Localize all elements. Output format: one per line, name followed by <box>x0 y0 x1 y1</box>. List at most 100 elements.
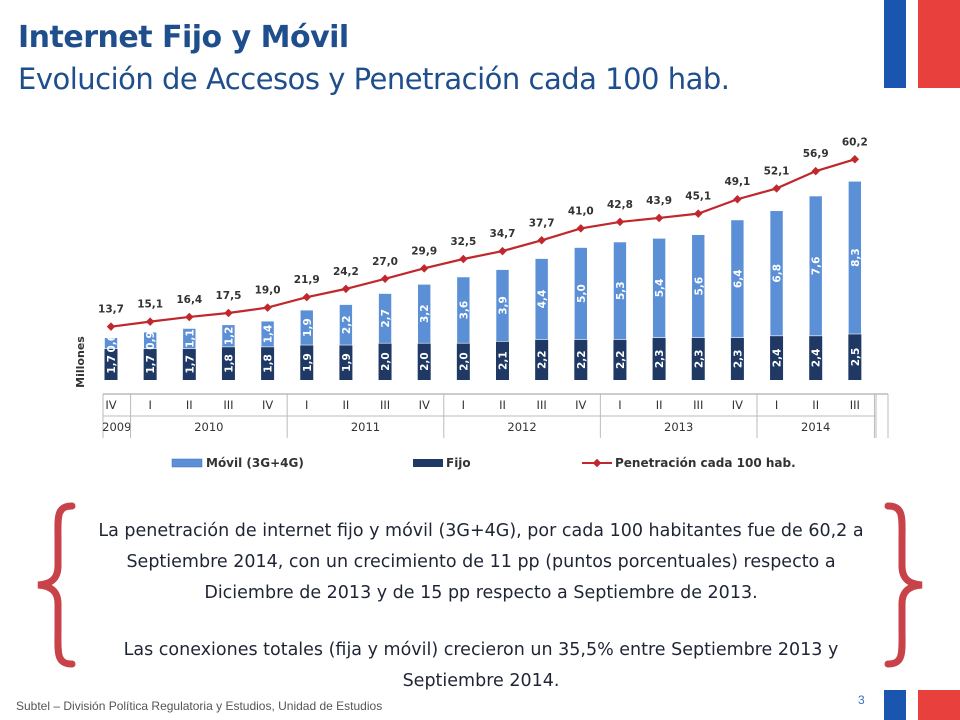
flag-red-stripe <box>918 0 960 88</box>
data-label-movil: 5,0 <box>576 284 588 303</box>
data-label-movil: 5,6 <box>693 277 705 296</box>
bar-movil <box>848 180 862 335</box>
data-label-movil: 3,9 <box>498 296 510 315</box>
bar-fijo <box>417 343 431 380</box>
data-label-fijo: 2,3 <box>732 350 744 369</box>
y-axis-label: Millones <box>74 336 87 388</box>
marker-penetracion <box>537 236 546 245</box>
data-label-fijo: 2,2 <box>576 350 588 369</box>
legend-swatch-movil <box>171 458 203 468</box>
marker-penetracion <box>654 213 664 223</box>
data-label-fijo: 2,1 <box>498 351 510 370</box>
bar-movil <box>573 247 588 340</box>
legend-marker-penetracion <box>592 458 602 468</box>
data-label-movil: 5,4 <box>654 279 666 298</box>
x-tick-label: I <box>148 398 151 412</box>
page-number: 3 <box>858 693 865 707</box>
x-tick-label: IV <box>262 398 273 412</box>
flag-white-stripe <box>906 0 918 88</box>
marker-penetracion <box>811 166 820 176</box>
data-label-penetracion: 60,2 <box>842 136 868 148</box>
x-tick-label: II <box>656 398 663 412</box>
bar-movil <box>299 309 314 346</box>
marker-penetracion <box>733 194 742 204</box>
marker-penetracion <box>185 312 194 322</box>
data-label-penetracion: 27,0 <box>372 256 398 268</box>
x-tick-label: II <box>343 398 350 412</box>
marker-penetracion <box>772 184 781 193</box>
marker-penetracion <box>263 303 272 312</box>
data-label-penetracion: 19,0 <box>255 285 281 297</box>
data-label-penetracion: 29,9 <box>411 245 437 257</box>
x-tick-label: II <box>499 398 506 412</box>
data-label-penetracion: 13,7 <box>98 304 124 316</box>
year-label: 2010 <box>194 420 223 434</box>
data-label-penetracion: 43,9 <box>646 195 672 207</box>
bar-fijo <box>104 348 118 380</box>
data-label-penetracion: 34,7 <box>490 228 516 240</box>
data-label-penetracion: 24,2 <box>333 266 359 278</box>
data-label-penetracion: 56,9 <box>803 148 829 160</box>
data-label-fijo: 2,4 <box>772 349 784 368</box>
data-label-penetracion: 49,1 <box>724 176 750 188</box>
data-label-movil: 4,4 <box>537 290 549 309</box>
data-label-fijo: 1,7 <box>184 355 196 374</box>
legend-label-movil: Móvil (3G+4G) <box>206 456 304 470</box>
data-label-fijo: 2,3 <box>654 350 666 369</box>
x-tick-label: IV <box>105 398 116 412</box>
flag-blue-stripe <box>884 0 906 88</box>
data-label-fijo: 2,0 <box>419 352 431 371</box>
marker-penetracion <box>145 317 155 326</box>
data-label-fijo: 1,8 <box>263 354 275 373</box>
data-label-penetracion: 45,1 <box>685 191 711 203</box>
bar-fijo <box>730 337 744 380</box>
data-label-movil: 7,6 <box>811 257 823 276</box>
data-label-fijo: 2,4 <box>811 349 823 368</box>
marker-penetracion <box>341 284 351 294</box>
paragraph-penetration: La penetración de internet fijo y móvil … <box>98 521 864 603</box>
data-label-penetracion: 32,5 <box>450 236 476 248</box>
data-label-penetracion: 37,7 <box>529 217 555 229</box>
bar-movil <box>652 238 666 338</box>
x-tick-label: IV <box>575 398 586 412</box>
marker-penetracion <box>224 308 233 318</box>
marker-penetracion <box>380 274 390 284</box>
legend-label-fijo: Fijo <box>446 456 471 470</box>
data-label-movil: 3,2 <box>419 304 431 323</box>
legend-label-penetracion: Penetración cada 100 hab. <box>615 456 796 470</box>
bar-fijo <box>456 343 470 380</box>
bar-movil <box>691 234 706 338</box>
data-label-fijo: 2,0 <box>380 352 392 371</box>
data-label-movil: 2,7 <box>380 309 392 328</box>
data-label-movil: 2,2 <box>341 315 353 334</box>
data-label-movil: 8,3 <box>850 248 862 267</box>
data-label-penetracion: 15,1 <box>137 299 163 311</box>
bar-fijo <box>221 346 235 380</box>
bar-movil <box>143 331 157 350</box>
x-tick-label: III <box>693 398 703 412</box>
data-label-fijo: 2,2 <box>537 350 549 369</box>
bar-movil <box>339 304 353 346</box>
data-label-movil: 6,8 <box>772 264 784 283</box>
marker-penetracion <box>106 322 116 331</box>
bar-movil <box>260 320 275 348</box>
data-label-movil: 5,3 <box>615 281 627 300</box>
bar-movil <box>769 210 784 337</box>
bar-fijo <box>535 339 549 380</box>
data-label-penetracion: 52,1 <box>764 165 790 177</box>
bar-fijo <box>300 345 314 380</box>
marker-penetracion <box>459 254 468 264</box>
data-label-penetracion: 41,0 <box>568 205 594 217</box>
year-label: 2013 <box>664 420 693 434</box>
data-label-movil: 0,9 <box>145 331 157 350</box>
legend-swatch-fijo <box>413 459 443 467</box>
bar-fijo <box>613 339 627 380</box>
bar-movil <box>378 293 392 344</box>
year-label: 2014 <box>801 420 830 434</box>
x-tick-label: I <box>775 398 778 412</box>
left-brace <box>37 502 76 668</box>
paragraph-connections: Las conexiones totales (fija y móvil) cr… <box>123 640 839 691</box>
bar-movil <box>808 195 823 337</box>
bar-fijo <box>848 334 862 380</box>
marker-penetracion <box>302 292 311 302</box>
